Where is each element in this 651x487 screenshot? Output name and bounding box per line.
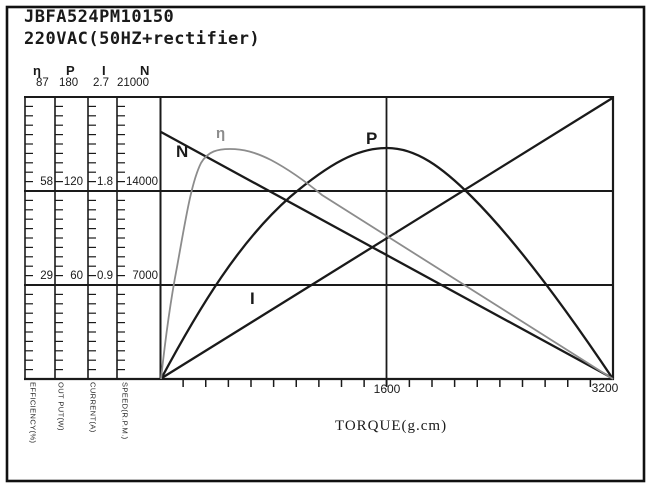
left-scale-axes [24,97,118,379]
curves [159,97,614,380]
horizontal-gridlines [24,96,614,381]
eta-axis-symbol: η [33,63,41,78]
eta-tick-mid: 58 [40,176,53,188]
x-tick-3200: 3200 [591,381,619,395]
speed-tick-low: 7000 [132,270,158,282]
power-axis-symbol: P [66,63,75,78]
current-tick-low: 0.9 [97,270,113,282]
chart-title: JBFA524PM10150 [24,7,175,27]
power-tick-low: 60 [70,270,83,282]
efficiency-curve-eta [160,148,614,380]
efficiency-curve-label: η [216,125,226,142]
power-tick-max: 180 [59,77,79,89]
figure-border [5,5,646,483]
current-curve-I [160,97,614,380]
current-axis-label: CURRENT(A) [88,382,98,433]
x-axis-ticks [182,379,592,387]
eta-tick-low: 29 [40,270,53,282]
power-curve-P [159,146,614,380]
eta-tick-max: 87 [36,77,49,89]
current-axis-symbol: I [102,63,106,78]
power-tick-mid: 120 [63,176,83,188]
plot-frame-verticals [159,96,615,385]
speed-tick-mid: 14000 [126,176,158,188]
speed-curve-N [160,130,614,380]
speed-curve-label: N [176,142,189,161]
left-scale-minor-ticks [25,105,125,371]
current-tick-max: 2.7 [93,77,109,89]
current-curve-label: I [250,289,255,308]
efficiency-axis-label: EFFICIENCY(%) [28,382,38,444]
x-axis-title: TORQUE(g.cm) [334,418,448,434]
power-curve-label: P [366,129,378,148]
chart-subtitle: 220VAC(50HZ+rectifier) [24,29,261,49]
speed-tick-max: 21000 [117,77,149,89]
output-axis-label: OUT PUT(W) [56,382,66,431]
x-tick-1600: 1600 [373,382,401,396]
speed-axis-label: SPEED(R.P.M.) [120,382,130,440]
speed-axis-symbol: N [140,63,150,78]
current-tick-mid: 1.8 [97,176,113,188]
